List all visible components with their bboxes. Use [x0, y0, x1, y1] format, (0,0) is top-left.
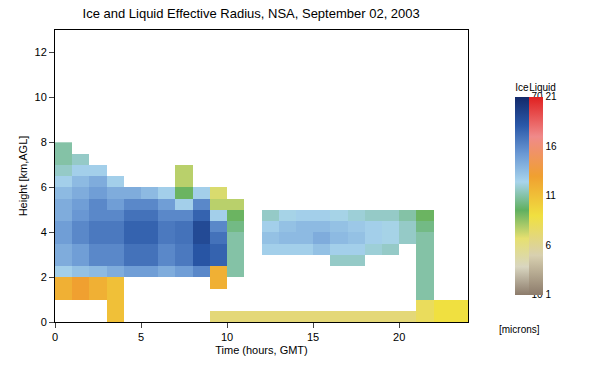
svg-text:4: 4 [41, 226, 47, 238]
svg-text:6: 6 [546, 240, 552, 251]
svg-text:40: 40 [532, 190, 544, 201]
svg-text:10: 10 [221, 331, 233, 343]
svg-text:0: 0 [52, 331, 58, 343]
svg-text:2: 2 [41, 271, 47, 283]
svg-text:70: 70 [532, 91, 544, 102]
svg-text:Time (hours, GMT): Time (hours, GMT) [215, 344, 308, 356]
svg-text:5: 5 [138, 331, 144, 343]
svg-text:1: 1 [546, 289, 552, 300]
svg-text:10: 10 [35, 91, 47, 103]
svg-text:Height [km,AGL]: Height [km,AGL] [17, 136, 29, 217]
svg-text:Ice: Ice [515, 82, 529, 93]
svg-text:25: 25 [532, 240, 544, 251]
svg-text:10: 10 [532, 289, 544, 300]
svg-text:55: 55 [532, 141, 544, 152]
svg-text:Ice and Liquid Effective Radiu: Ice and Liquid Effective Radius, NSA, Se… [83, 6, 420, 21]
svg-text:0: 0 [41, 316, 47, 328]
svg-text:12: 12 [35, 46, 47, 58]
svg-text:21: 21 [546, 91, 558, 102]
svg-text:16: 16 [546, 141, 558, 152]
svg-text:Liquid: Liquid [529, 82, 556, 93]
svg-text:15: 15 [307, 331, 319, 343]
svg-text:[microns]: [microns] [499, 324, 540, 335]
svg-text:8: 8 [41, 136, 47, 148]
svg-text:20: 20 [393, 331, 405, 343]
svg-text:6: 6 [41, 181, 47, 193]
svg-text:11: 11 [546, 190, 557, 201]
